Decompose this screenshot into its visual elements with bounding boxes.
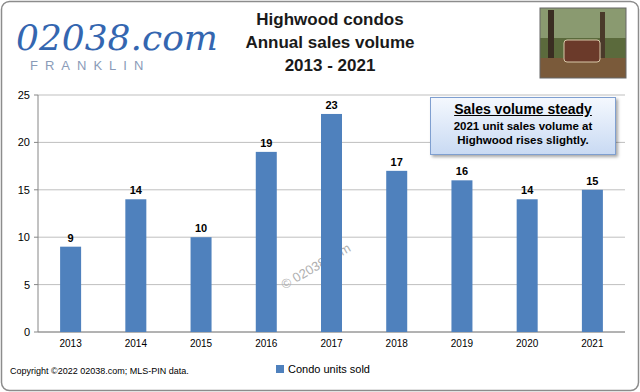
bar bbox=[386, 171, 407, 332]
data-label: 23 bbox=[325, 99, 337, 111]
x-tick-label: 2021 bbox=[581, 338, 604, 349]
y-tick bbox=[34, 189, 38, 190]
chart-svg: 02038.comFRANKLIN Highwood condos Annual s… bbox=[0, 0, 640, 392]
y-axis bbox=[38, 95, 39, 332]
x-tick-label: 2016 bbox=[255, 338, 278, 349]
legend-swatch bbox=[276, 365, 284, 373]
bar bbox=[517, 199, 538, 332]
legend: Condo units sold bbox=[276, 363, 370, 375]
data-label: 9 bbox=[68, 232, 74, 244]
photo-bg bbox=[540, 8, 626, 78]
logo: 02038.com bbox=[16, 17, 218, 58]
y-tick-label: 0 bbox=[24, 326, 30, 338]
annotation-text: 2021 unit sales volume at Highwood rises… bbox=[437, 119, 609, 147]
x-tick-label: 2018 bbox=[386, 338, 409, 349]
data-label: 15 bbox=[586, 175, 598, 187]
title: 2013 - 2021 bbox=[285, 56, 376, 75]
y-tick-label: 5 bbox=[24, 279, 30, 291]
data-label: 17 bbox=[391, 156, 403, 168]
frame bbox=[2, 2, 639, 391]
bar bbox=[125, 199, 146, 332]
photo bbox=[540, 8, 626, 78]
footnote: Copyright ©2022 02038.com; MLS-PIN data. bbox=[10, 366, 189, 376]
bar bbox=[582, 190, 603, 332]
bar bbox=[60, 247, 81, 332]
y-tick bbox=[34, 284, 38, 285]
x-tick-label: 2013 bbox=[59, 338, 82, 349]
data-label: 19 bbox=[260, 137, 272, 149]
y-tick-label: 15 bbox=[18, 184, 30, 196]
y-tick-label: 25 bbox=[18, 89, 30, 101]
photo-sign bbox=[564, 40, 600, 62]
photo-border bbox=[540, 8, 626, 78]
x-tick-label: 2019 bbox=[451, 338, 474, 349]
y-tick bbox=[34, 237, 38, 238]
y-tick bbox=[34, 142, 38, 143]
bar bbox=[256, 152, 277, 332]
data-label: 10 bbox=[195, 222, 207, 234]
x-tick-label: 2015 bbox=[190, 338, 213, 349]
title: Annual sales volume bbox=[245, 33, 414, 52]
x-tick-label: 2014 bbox=[125, 338, 148, 349]
title: Highwood condos bbox=[256, 10, 403, 29]
data-label: 16 bbox=[456, 165, 468, 177]
data-label: 14 bbox=[521, 184, 534, 196]
bar bbox=[321, 114, 342, 332]
legend-label: Condo units sold bbox=[288, 363, 370, 375]
logo-subtitle: FRANKLIN bbox=[30, 58, 150, 73]
chart-root: 02038.comFRANKLIN Highwood condos Annual s… bbox=[0, 0, 640, 392]
y-tick bbox=[34, 95, 38, 96]
x-tick-label: 2017 bbox=[320, 338, 343, 349]
annotation-box: Sales volume steady 2021 unit sales volum… bbox=[430, 97, 616, 155]
y-tick bbox=[34, 332, 38, 333]
data-label: 14 bbox=[130, 184, 143, 196]
x-tick-label: 2020 bbox=[516, 338, 539, 349]
grid-line bbox=[38, 95, 625, 96]
y-tick-label: 10 bbox=[18, 231, 30, 243]
bar bbox=[191, 237, 212, 332]
bar bbox=[451, 180, 472, 332]
annotation-title: Sales volume steady bbox=[431, 101, 615, 117]
y-tick-label: 20 bbox=[18, 136, 30, 148]
